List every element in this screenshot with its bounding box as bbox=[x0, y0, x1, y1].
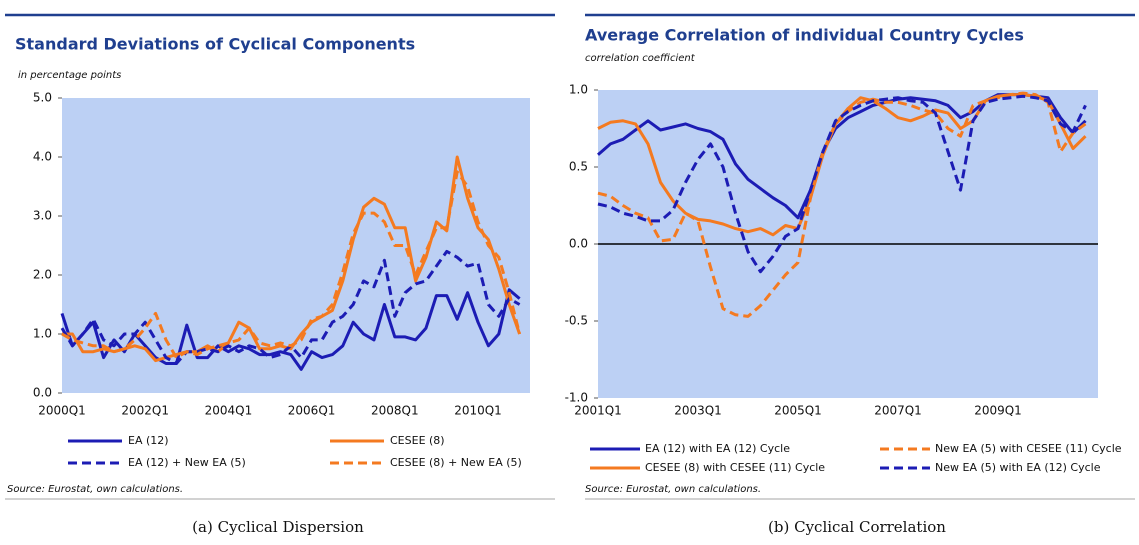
y-tick-label: 1.0 bbox=[33, 327, 52, 341]
source-note: Source: Eurostat, own calculations. bbox=[585, 484, 761, 495]
x-tick-label: 2005Q1 bbox=[774, 404, 822, 418]
x-tick-label: 2009Q1 bbox=[974, 404, 1022, 418]
y-tick-label: 4.0 bbox=[33, 150, 52, 164]
plot-area bbox=[62, 98, 530, 393]
source-note: Source: Eurostat, own calculations. bbox=[7, 484, 183, 495]
y-tick-label: -1.0 bbox=[565, 391, 588, 405]
x-tick-label: 2004Q1 bbox=[205, 404, 253, 418]
subtitle: in percentage points bbox=[18, 70, 121, 81]
y-tick-label: 2.0 bbox=[33, 268, 52, 282]
y-tick-label: 1.0 bbox=[569, 83, 588, 97]
y-tick-label: -0.5 bbox=[565, 314, 588, 328]
legend-label: CESEE (8) + New EA (5) bbox=[390, 456, 522, 469]
series-line bbox=[597, 94, 1087, 274]
x-tick-label: 2008Q1 bbox=[371, 404, 419, 418]
series-line bbox=[61, 170, 522, 360]
x-tick-label: 2002Q1 bbox=[121, 404, 169, 418]
y-tick-label: 0.5 bbox=[569, 160, 588, 174]
y-tick-label: 3.0 bbox=[33, 209, 52, 223]
y-tick-label: 5.0 bbox=[33, 91, 52, 105]
x-tick-label: 2010Q1 bbox=[454, 404, 502, 418]
legend-label: CESEE (8) bbox=[390, 434, 445, 447]
caption: (a) Cyclical Dispersion bbox=[192, 518, 364, 536]
y-tick-label: 0.0 bbox=[33, 386, 52, 400]
x-tick-label: 2006Q1 bbox=[288, 404, 336, 418]
y-tick-label: 0.0 bbox=[569, 237, 588, 251]
x-tick-label: 2007Q1 bbox=[874, 404, 922, 418]
x-tick-label: 2001Q1 bbox=[574, 404, 622, 418]
subtitle: correlation coefficient bbox=[585, 53, 696, 64]
x-tick-label: 2003Q1 bbox=[674, 404, 722, 418]
legend-label: New EA (5) with CESEE (11) Cycle bbox=[935, 442, 1122, 455]
chart-title: Average Correlation of individual Countr… bbox=[585, 26, 1024, 45]
legend-label: CESEE (8) with CESEE (11) Cycle bbox=[645, 461, 825, 474]
legend-label: New EA (5) with EA (12) Cycle bbox=[935, 461, 1101, 474]
legend-label: EA (12) + New EA (5) bbox=[128, 456, 246, 469]
chart-title: Standard Deviations of Cyclical Componen… bbox=[15, 35, 415, 54]
x-tick-label: 2000Q1 bbox=[38, 404, 86, 418]
caption: (b) Cyclical Correlation bbox=[768, 518, 946, 536]
legend-label: EA (12) with EA (12) Cycle bbox=[645, 442, 790, 455]
legend-label: EA (12) bbox=[128, 434, 169, 447]
